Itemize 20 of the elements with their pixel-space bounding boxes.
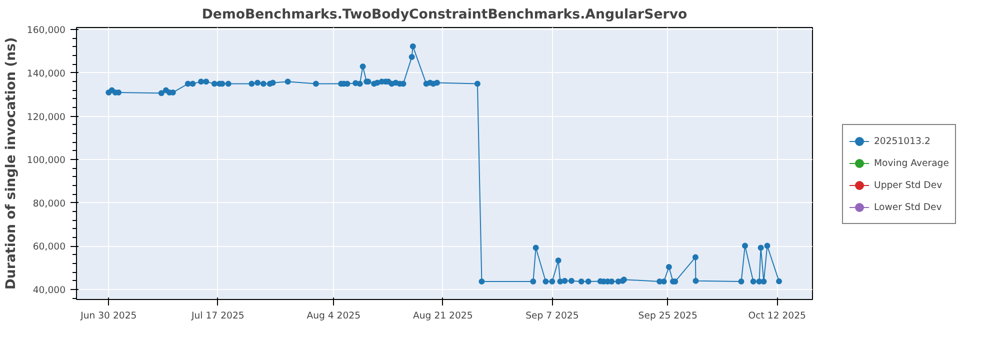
legend-label: 20251013.2 [874, 136, 930, 146]
x-tick-label: Aug 21 2025 [413, 310, 473, 322]
x-tick-label: Sep 25 2025 [638, 310, 698, 322]
y-tick-label: 100,000 [26, 155, 66, 166]
legend-label: Lower Std Dev [874, 202, 942, 212]
y-tick-label: 60,000 [32, 242, 66, 253]
y-tick-label: 140,000 [26, 68, 66, 80]
x-tick-label: Oct 12 2025 [748, 310, 806, 322]
x-tick-label: Aug 4 2025 [306, 310, 361, 322]
legend-label: Upper Std Dev [874, 180, 942, 190]
x-tick-label: Jul 17 2025 [190, 310, 244, 322]
chart-title: DemoBenchmarks.TwoBodyConstraintBenchmarks.AngularServo [202, 8, 688, 22]
y-tick-label: 40,000 [32, 285, 66, 296]
y-tick-label: 160,000 [26, 25, 66, 36]
x-tick-label: Sep 7 2025 [526, 310, 579, 322]
y-axis-title: Duration of single invocation (ns) [4, 37, 19, 290]
legend-label: Moving Average [874, 158, 949, 168]
x-tick-label: Jun 30 2025 [80, 310, 137, 322]
y-tick-label: 120,000 [26, 112, 66, 123]
y-tick-label: 80,000 [32, 198, 66, 210]
